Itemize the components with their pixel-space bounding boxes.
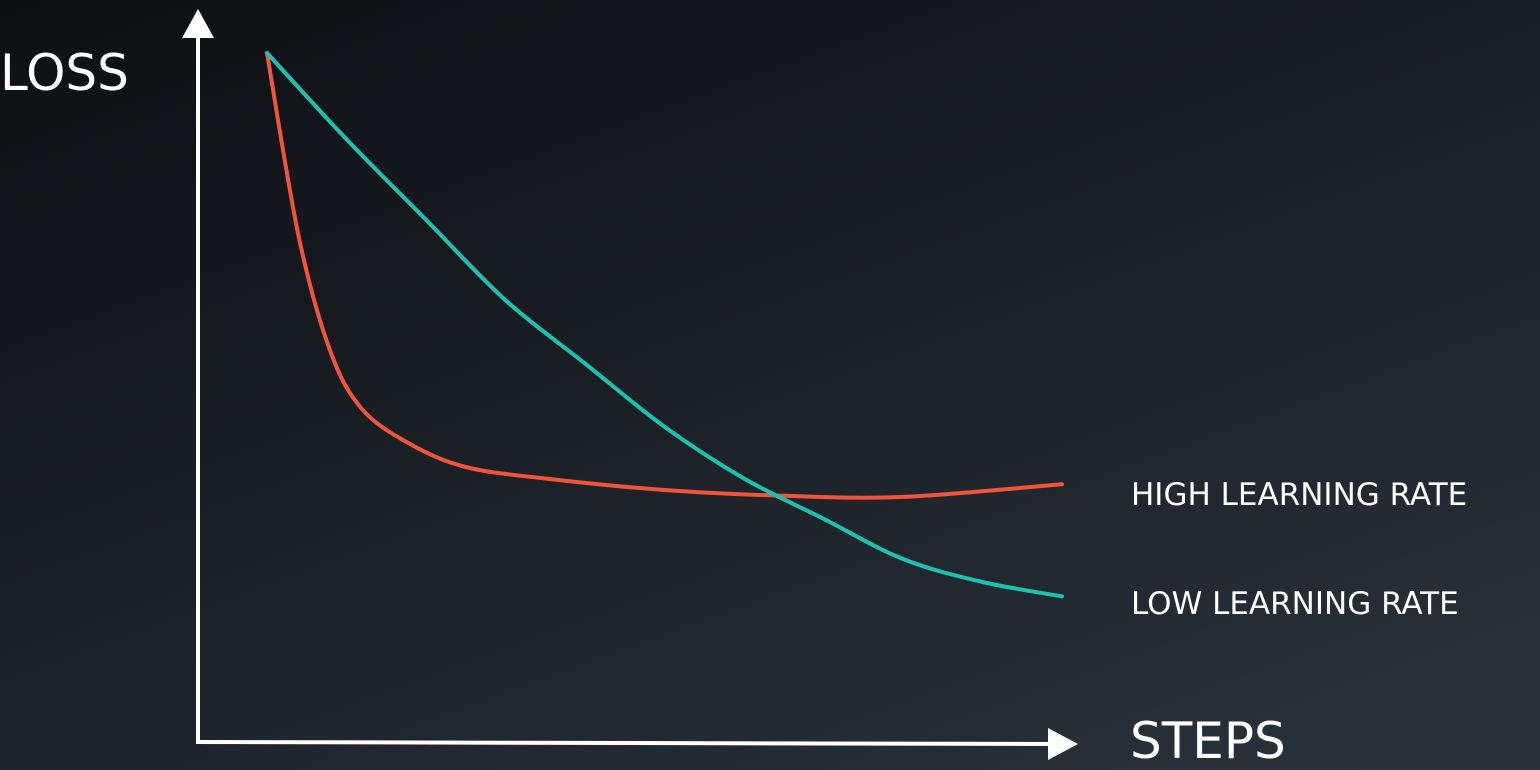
series-line-high-learning-rate: [265, 51, 1064, 500]
y-axis-label: LOSS: [0, 44, 129, 102]
legend-low-learning-rate: LOW LEARNING RATE: [1131, 586, 1459, 622]
axes: [182, 9, 1078, 760]
series-layer: [265, 51, 1064, 599]
x-axis-line: [195, 740, 1051, 746]
x-axis-arrowhead: [1048, 728, 1078, 760]
series-line-low-learning-rate: [265, 51, 1064, 599]
x-axis-label: STEPS: [1130, 712, 1286, 770]
legend-high-learning-rate: HIGH LEARNING RATE: [1131, 477, 1468, 513]
y-axis-arrowhead: [182, 9, 214, 38]
